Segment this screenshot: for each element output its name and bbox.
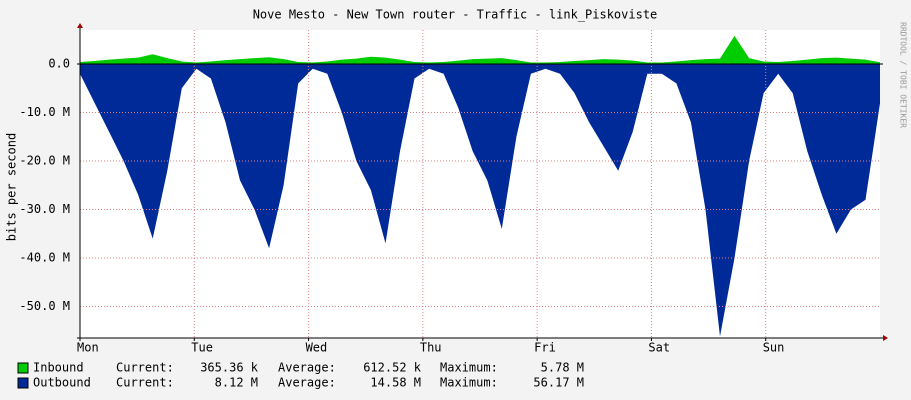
stat-value: 8.12 M: [215, 376, 258, 390]
stat-label: Current:: [116, 361, 174, 375]
stat-value: 365.36 k: [200, 361, 259, 375]
area: [80, 35, 880, 64]
x-tick-label: Wed: [306, 341, 328, 355]
x-tick-label: Fri: [534, 341, 556, 355]
y-tick-label: -20.0 M: [19, 153, 70, 167]
x-tick-label: Sat: [648, 341, 670, 355]
y-tick-label: -50.0 M: [19, 299, 70, 313]
stat-label: Maximum:: [440, 361, 498, 375]
legend-label: Inbound: [33, 361, 84, 375]
stat-label: Average:: [278, 361, 336, 375]
legend-swatch: [17, 362, 29, 374]
legend-label: Outbound: [33, 376, 91, 390]
x-tick-label: Tue: [191, 341, 213, 355]
stat-value: 5.78 M: [541, 361, 584, 375]
stat-value: 56.17 M: [533, 376, 584, 390]
stat-value: 14.58 M: [370, 376, 421, 390]
chart-title: Nove Mesto - New Town router - Traffic -…: [253, 8, 658, 22]
stat-label: Maximum:: [440, 376, 498, 390]
x-tick-label: Mon: [77, 341, 99, 355]
y-tick-label: -10.0 M: [19, 105, 70, 119]
stat-label: Current:: [116, 376, 174, 390]
x-tick-label: Thu: [420, 341, 442, 355]
legend-swatch: [17, 377, 29, 389]
y-tick-label: -40.0 M: [19, 250, 70, 264]
x-axis-arrow: [883, 335, 888, 341]
area: [80, 63, 880, 337]
y-axis-label: bits per second: [5, 133, 19, 241]
stat-label: Average:: [278, 376, 336, 390]
y-axis-arrow: [77, 23, 83, 28]
y-tick-label: -30.0 M: [19, 202, 70, 216]
watermark: RRDTOOL / TOBI OETIKER: [899, 22, 908, 128]
stat-value: 612.52 k: [363, 361, 422, 375]
y-tick-label: 0.0: [48, 56, 70, 70]
x-tick-label: Sun: [763, 341, 785, 355]
